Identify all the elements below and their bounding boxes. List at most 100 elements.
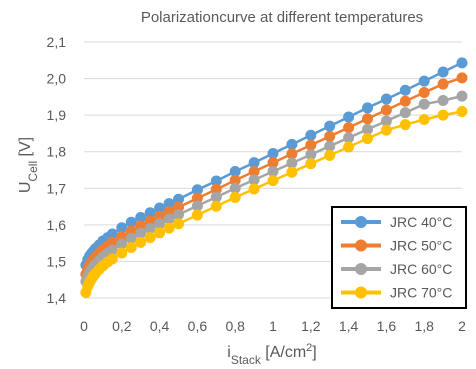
- x-tick-label: 1,4: [339, 318, 359, 334]
- y-tick-label: 1,6: [47, 217, 67, 233]
- data-point: [248, 165, 260, 177]
- data-point: [286, 157, 298, 169]
- data-point: [286, 148, 298, 160]
- data-point: [191, 200, 203, 212]
- data-point: [437, 109, 449, 121]
- y-tick-label: 1,4: [47, 290, 67, 306]
- data-point: [343, 122, 355, 134]
- legend-label: JRC 50°C: [390, 238, 452, 254]
- x-axis-title: iStack [A/cm2]: [227, 342, 317, 367]
- x-tick-label: 0: [80, 318, 88, 334]
- data-point: [399, 84, 411, 96]
- legend-marker: [355, 216, 367, 228]
- data-point: [135, 227, 147, 239]
- y-tick-label: 1,5: [47, 253, 67, 269]
- x-tick-label: 1,2: [301, 318, 321, 334]
- data-point: [362, 123, 373, 135]
- data-point: [456, 105, 468, 117]
- data-point: [286, 138, 298, 150]
- series-group: [80, 57, 468, 299]
- data-point: [248, 183, 260, 195]
- x-tick-label: 1: [269, 318, 277, 334]
- data-point: [229, 191, 241, 203]
- legend-label: JRC 40°C: [390, 214, 452, 230]
- data-point: [437, 66, 449, 78]
- data-point: [135, 212, 147, 224]
- legend-entry: JRC 50°C: [341, 238, 452, 254]
- data-point: [418, 98, 430, 110]
- data-point: [286, 166, 298, 178]
- data-point: [163, 198, 175, 210]
- data-point: [210, 175, 222, 187]
- data-point: [399, 119, 411, 131]
- data-point: [173, 209, 184, 221]
- legend-entry: JRC 40°C: [341, 214, 452, 230]
- data-point: [362, 102, 373, 114]
- data-point: [324, 120, 336, 132]
- legend-entry: JRC 60°C: [341, 261, 452, 277]
- data-point: [418, 86, 430, 98]
- legend: JRC 40°C JRC 50°C JRC 60°C JRC 70°C: [331, 206, 467, 309]
- data-point: [229, 165, 241, 177]
- data-point: [343, 111, 355, 123]
- data-point: [106, 236, 118, 248]
- data-point: [173, 193, 184, 205]
- data-point: [173, 218, 184, 230]
- data-point: [125, 216, 137, 228]
- data-point: [380, 124, 392, 136]
- data-point: [399, 107, 411, 119]
- x-tick-label: 2: [458, 318, 466, 334]
- data-point: [456, 90, 468, 102]
- data-point: [106, 228, 118, 240]
- data-point: [380, 93, 392, 105]
- data-point: [305, 139, 317, 151]
- data-point: [437, 95, 449, 107]
- data-point: [210, 183, 222, 195]
- series-4: [80, 105, 468, 299]
- data-point: [191, 192, 203, 204]
- data-point: [229, 174, 241, 186]
- data-point: [144, 223, 156, 235]
- data-point: [267, 165, 279, 177]
- data-point: [116, 222, 128, 234]
- data-point: [418, 75, 430, 87]
- data-point: [154, 218, 166, 230]
- data-point: [144, 207, 156, 219]
- data-point: [191, 209, 203, 221]
- data-point: [248, 157, 260, 169]
- data-point: [135, 236, 147, 248]
- data-point: [125, 232, 137, 244]
- data-point: [324, 140, 336, 152]
- data-point: [324, 149, 336, 161]
- data-point: [362, 113, 373, 125]
- legend-label: JRC 60°C: [390, 261, 452, 277]
- data-point: [305, 129, 317, 141]
- data-point: [116, 247, 128, 259]
- legend-entry: JRC 70°C: [341, 285, 452, 301]
- y-tick-label: 2,0: [47, 71, 67, 87]
- data-point: [191, 184, 203, 196]
- x-tick-labels: 0 0,2 0,4 0,6 0,8 1 1,2 1,4 1,6 1,8 2: [80, 318, 466, 334]
- data-point: [324, 130, 336, 142]
- data-point: [456, 57, 468, 69]
- chart-title: Polarizationcurve at different temperatu…: [141, 9, 423, 26]
- data-point: [210, 200, 222, 212]
- y-axis-title: UCell [V]: [17, 137, 40, 193]
- legend-marker: [355, 286, 367, 299]
- x-tick-label: 0,4: [150, 318, 170, 334]
- data-point: [362, 133, 373, 145]
- data-point: [125, 242, 137, 254]
- data-point: [163, 213, 175, 225]
- data-point: [248, 174, 260, 186]
- y-tick-labels: 1,4 1,5 1,6 1,7 1,8 1,9 2,0 2,1: [47, 34, 67, 306]
- data-point: [343, 141, 355, 153]
- x-tick-label: 0,6: [188, 318, 208, 334]
- data-point: [437, 78, 449, 90]
- data-point: [305, 158, 317, 170]
- legend-label: JRC 70°C: [390, 285, 452, 301]
- y-tick-label: 1,8: [47, 144, 67, 160]
- data-point: [154, 227, 166, 239]
- data-point: [343, 132, 355, 144]
- y-tick-label: 1,7: [47, 180, 67, 196]
